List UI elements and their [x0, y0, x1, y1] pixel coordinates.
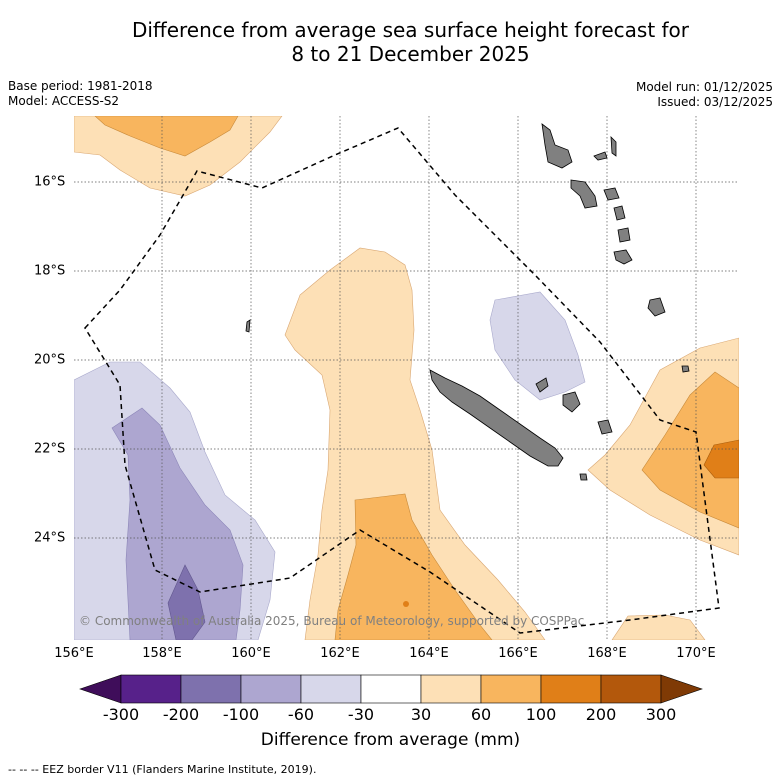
base-period: Base period: 1981-2018: [8, 79, 153, 93]
lon-label-156: 156°E: [54, 646, 94, 661]
colorbar-arrow-right: [660, 674, 703, 704]
colorbar: [79, 674, 703, 704]
colorbar-segment-4: [300, 674, 362, 704]
vanuatu-espiritu-santo: [541, 123, 573, 169]
lat-label-18s: 18°S: [34, 263, 66, 279]
anomaly-region-central-orange: [334, 493, 493, 640]
issued-date: Issued: 03/12/2025: [657, 95, 773, 109]
colorbar-tick-6: 30: [410, 705, 432, 724]
model-name: Model: ACCESS-S2: [8, 94, 120, 108]
anomaly-region-lilac-east: [489, 291, 586, 401]
vanuatu-island-6: [613, 205, 626, 221]
colorbar-segment-2: [180, 674, 242, 704]
colorbar-tick-7: 60: [470, 705, 492, 724]
colorbar-segment-7: [480, 674, 542, 704]
lat-label-22s: 22°S: [34, 441, 66, 457]
colorbar-label: Difference from average (mm): [260, 730, 521, 750]
anomaly-region-purple: [167, 564, 206, 640]
colorbar-arrow-left: [79, 674, 122, 704]
colorbar-segment-9: [600, 674, 662, 704]
anomaly-region-central-light-orange: [284, 247, 546, 640]
lon-label-164: 164°E: [409, 646, 449, 661]
new-caledonia-main: [429, 369, 564, 467]
map-area: [74, 116, 739, 640]
anomaly-region-east-dark-orange: [703, 439, 739, 479]
copyright-notice: © Commonwealth of Australia 2025, Bureau…: [79, 614, 585, 628]
vanuatu-island-4: [570, 179, 598, 209]
vanuatu-island-5: [603, 187, 620, 201]
anomaly-region-se-light-orange: [611, 614, 706, 640]
colorbar-segment-3: [240, 674, 302, 704]
lon-label-160: 160°E: [231, 646, 271, 661]
meta-right: Model run: 01/12/2025 Issued: 03/12/2025: [636, 80, 773, 110]
lon-label-158: 158°E: [142, 646, 182, 661]
loyalty-island-3: [597, 419, 613, 435]
vanuatu-island-3: [610, 135, 617, 157]
colorbar-tick-5: -30: [347, 705, 375, 724]
eez-legend: -- -- -- EEZ border V11 (Flanders Marine…: [8, 763, 317, 776]
loyalty-island-1: [535, 377, 549, 393]
colorbar-segment-1: [120, 674, 182, 704]
title-line-2: 8 to 21 December 2025: [291, 42, 530, 66]
eez-border: [84, 127, 720, 634]
lon-label-168: 168°E: [587, 646, 627, 661]
lon-label-166: 166°E: [498, 646, 538, 661]
loyalty-island-2: [562, 391, 581, 413]
small-orange-spot: [403, 601, 409, 607]
chart-title: Difference from average sea surface heig…: [0, 18, 781, 66]
island-small-1: [245, 319, 251, 333]
vanuatu-island-8: [613, 249, 633, 265]
lat-label-24s: 24°S: [34, 530, 66, 546]
colorbar-tick-2: -200: [162, 705, 200, 724]
colorbar-tick-1: -300: [102, 705, 140, 724]
land-masses: [245, 123, 690, 481]
anomaly-region-east-orange: [641, 371, 739, 529]
meta-left: Base period: 1981-2018 Model: ACCESS-S2: [8, 79, 153, 109]
colorbar-tick-9: 200: [585, 705, 617, 724]
vanuatu-island-2: [593, 151, 608, 161]
colorbar-tick-10: 300: [645, 705, 677, 724]
island-small-2: [579, 473, 588, 481]
island-east-2: [681, 365, 690, 373]
colorbar-tick-3: -100: [222, 705, 260, 724]
lon-label-170: 170°E: [676, 646, 716, 661]
colorbar-segment-8: [540, 674, 602, 704]
colorbar-segment-6: [420, 674, 482, 704]
gridlines: [74, 116, 739, 640]
lat-label-20s: 20°S: [34, 352, 66, 368]
colorbar-tick-4: -60: [287, 705, 315, 724]
anomaly-region-nw-orange: [94, 116, 239, 157]
island-east-1: [647, 297, 666, 317]
anomaly-region-light-purple: [111, 407, 244, 640]
vanuatu-island-7: [617, 227, 631, 243]
model-run: Model run: 01/12/2025: [635, 80, 773, 94]
title-line-1: Difference from average sea surface heig…: [131, 18, 690, 42]
anomaly-region-nw-light-orange: [74, 116, 283, 197]
colorbar-tick-8: 100: [525, 705, 557, 724]
colorbar-segment-5: [360, 674, 422, 704]
lat-label-16s: 16°S: [34, 174, 66, 190]
lon-label-162: 162°E: [320, 646, 360, 661]
